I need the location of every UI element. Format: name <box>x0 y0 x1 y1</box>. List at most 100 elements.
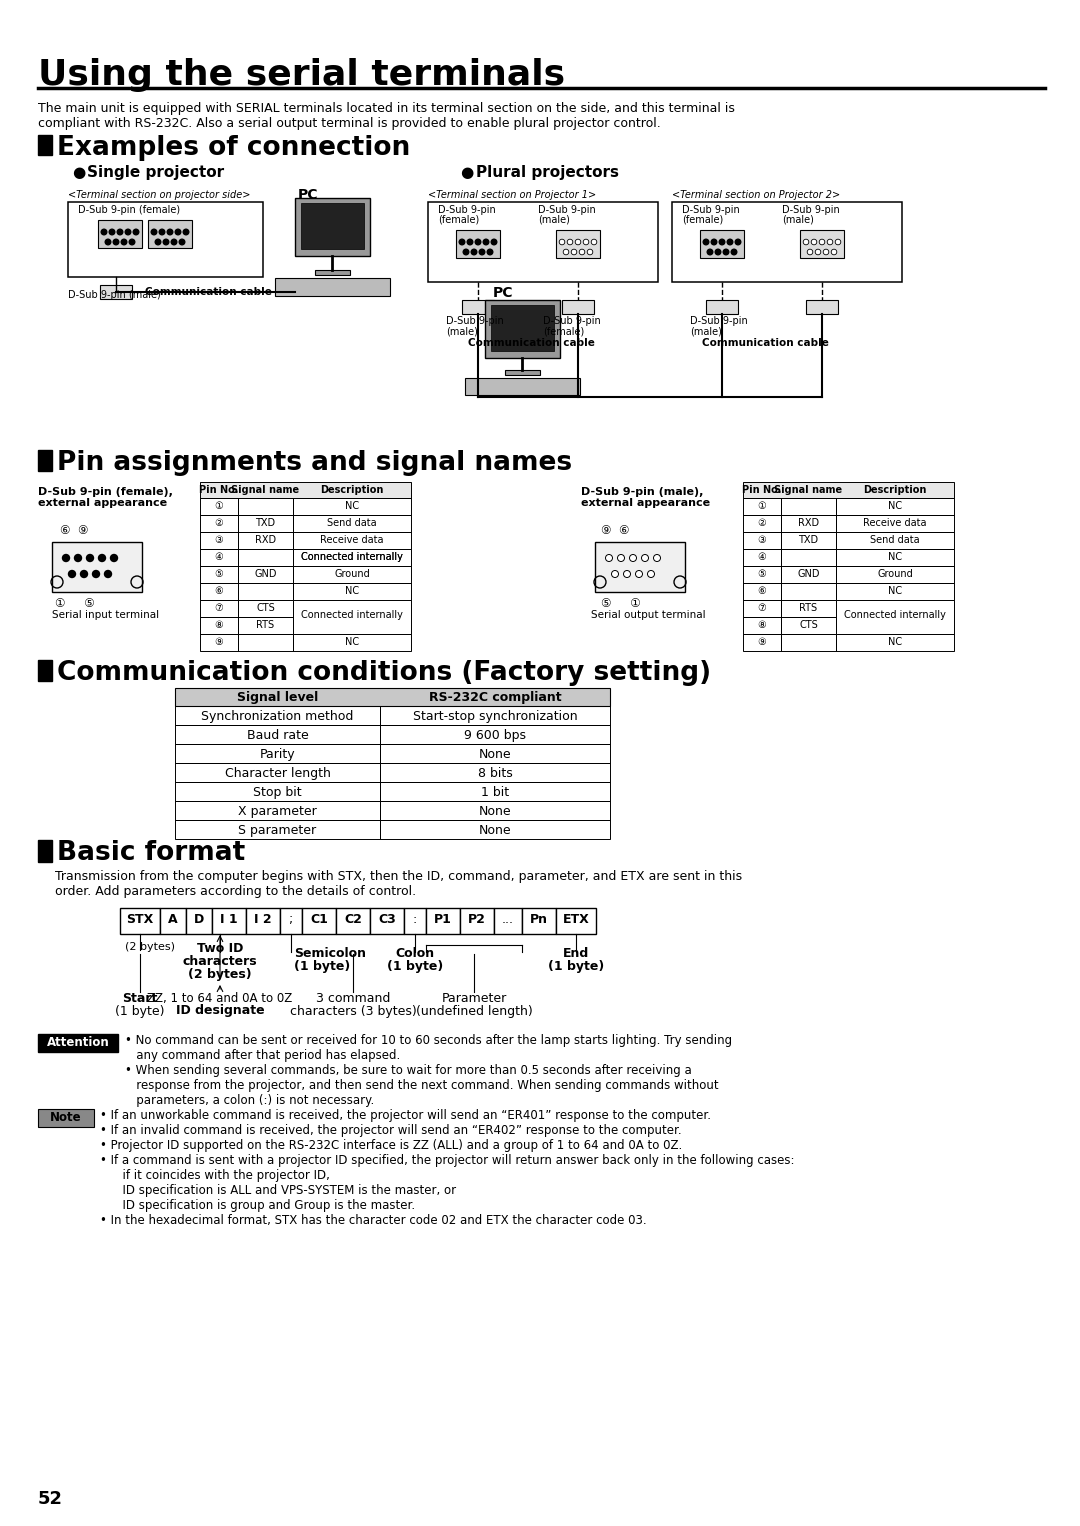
Bar <box>836 600 954 617</box>
Bar <box>238 497 293 514</box>
Circle shape <box>635 571 643 577</box>
Bar <box>781 533 836 549</box>
Text: external appearance: external appearance <box>581 497 711 508</box>
Circle shape <box>724 249 729 255</box>
Circle shape <box>823 249 828 255</box>
Bar <box>743 583 781 600</box>
Circle shape <box>559 240 565 244</box>
Text: ⑥: ⑥ <box>758 586 767 597</box>
Bar <box>485 301 561 359</box>
Circle shape <box>179 240 185 244</box>
Bar <box>293 514 411 533</box>
Circle shape <box>156 240 161 244</box>
Text: Start-stop synchronization: Start-stop synchronization <box>413 710 578 723</box>
Text: (2 bytes): (2 bytes) <box>125 942 175 952</box>
Bar <box>380 819 610 839</box>
Bar <box>743 514 781 533</box>
Text: RTS: RTS <box>799 603 818 613</box>
Circle shape <box>807 249 813 255</box>
Text: NC: NC <box>888 501 902 511</box>
Circle shape <box>731 249 737 255</box>
Bar <box>293 617 411 633</box>
Bar <box>200 482 411 497</box>
Bar <box>293 549 411 566</box>
Text: Pn: Pn <box>530 913 548 926</box>
Text: Attention: Attention <box>46 1036 109 1048</box>
Circle shape <box>81 571 87 577</box>
Bar <box>781 566 836 583</box>
Text: RS-232C compliant: RS-232C compliant <box>429 691 562 703</box>
Circle shape <box>579 249 584 255</box>
Circle shape <box>109 229 114 235</box>
Circle shape <box>105 240 111 244</box>
Circle shape <box>832 249 837 255</box>
Text: D-Sub 9-pin: D-Sub 9-pin <box>543 316 600 327</box>
Text: <Terminal section on Projector 1>: <Terminal section on Projector 1> <box>428 191 596 200</box>
Text: Communication cable: Communication cable <box>468 337 595 348</box>
Text: D-Sub 9-pin (female): D-Sub 9-pin (female) <box>78 204 180 215</box>
Text: ⑨: ⑨ <box>758 636 767 647</box>
Bar <box>465 378 580 395</box>
Text: Communication cable: Communication cable <box>702 337 828 348</box>
Bar <box>806 301 838 314</box>
Bar <box>556 230 600 258</box>
Bar <box>175 725 380 745</box>
Text: Two ID: Two ID <box>197 942 243 955</box>
Text: Receive data: Receive data <box>863 517 927 528</box>
Bar <box>175 801 380 819</box>
Text: NC: NC <box>345 501 359 511</box>
Text: ①: ① <box>758 501 767 511</box>
Text: (2 bytes): (2 bytes) <box>188 967 252 981</box>
Text: • If an unworkable command is received, the projector will send an “ER401” respo: • If an unworkable command is received, … <box>100 1109 795 1227</box>
Text: 52: 52 <box>38 1489 63 1508</box>
Text: ①     ⑤: ① ⑤ <box>55 597 95 610</box>
Bar <box>426 908 460 934</box>
Text: None: None <box>478 824 511 836</box>
Text: TXD: TXD <box>256 517 275 528</box>
Bar <box>404 908 426 934</box>
Bar <box>836 533 954 549</box>
Text: (male): (male) <box>782 214 814 224</box>
Circle shape <box>727 240 733 244</box>
Bar <box>836 583 954 600</box>
Bar <box>456 230 500 258</box>
Text: (1 byte): (1 byte) <box>548 960 604 974</box>
Circle shape <box>63 554 69 562</box>
Text: D-Sub 9-pin (female),: D-Sub 9-pin (female), <box>38 487 173 497</box>
Text: ●: ● <box>460 165 473 180</box>
Text: C1: C1 <box>310 913 328 926</box>
Bar <box>120 908 160 934</box>
Circle shape <box>175 229 180 235</box>
Bar <box>706 301 738 314</box>
Bar <box>781 600 836 617</box>
Text: Communication cable: Communication cable <box>145 287 272 298</box>
Text: ⑨  ⑥: ⑨ ⑥ <box>600 523 630 537</box>
Text: Semicolon: Semicolon <box>294 948 366 960</box>
Text: Single projector: Single projector <box>87 165 225 180</box>
Bar <box>200 533 238 549</box>
Text: (1 byte): (1 byte) <box>387 960 443 974</box>
Text: Description: Description <box>863 485 927 494</box>
Text: ZZ, 1 to 64 and 0A to 0Z: ZZ, 1 to 64 and 0A to 0Z <box>147 992 293 1006</box>
Circle shape <box>719 240 725 244</box>
Text: Synchronization method: Synchronization method <box>201 710 353 723</box>
Circle shape <box>820 240 825 244</box>
Bar <box>238 549 293 566</box>
Circle shape <box>623 571 631 577</box>
Text: ⑤: ⑤ <box>758 569 767 578</box>
Circle shape <box>167 229 173 235</box>
Circle shape <box>102 229 107 235</box>
Bar <box>200 600 238 617</box>
Circle shape <box>483 240 489 244</box>
Bar <box>293 533 411 549</box>
Bar <box>522 908 556 934</box>
Text: D-Sub 9-pin: D-Sub 9-pin <box>538 204 596 215</box>
Bar <box>200 549 238 566</box>
Text: GND: GND <box>254 569 276 578</box>
Circle shape <box>715 249 720 255</box>
Text: I 1: I 1 <box>220 913 238 926</box>
Circle shape <box>475 240 481 244</box>
Text: ⑥  ⑨: ⑥ ⑨ <box>60 523 89 537</box>
Circle shape <box>133 229 139 235</box>
Text: ④: ④ <box>215 552 224 562</box>
